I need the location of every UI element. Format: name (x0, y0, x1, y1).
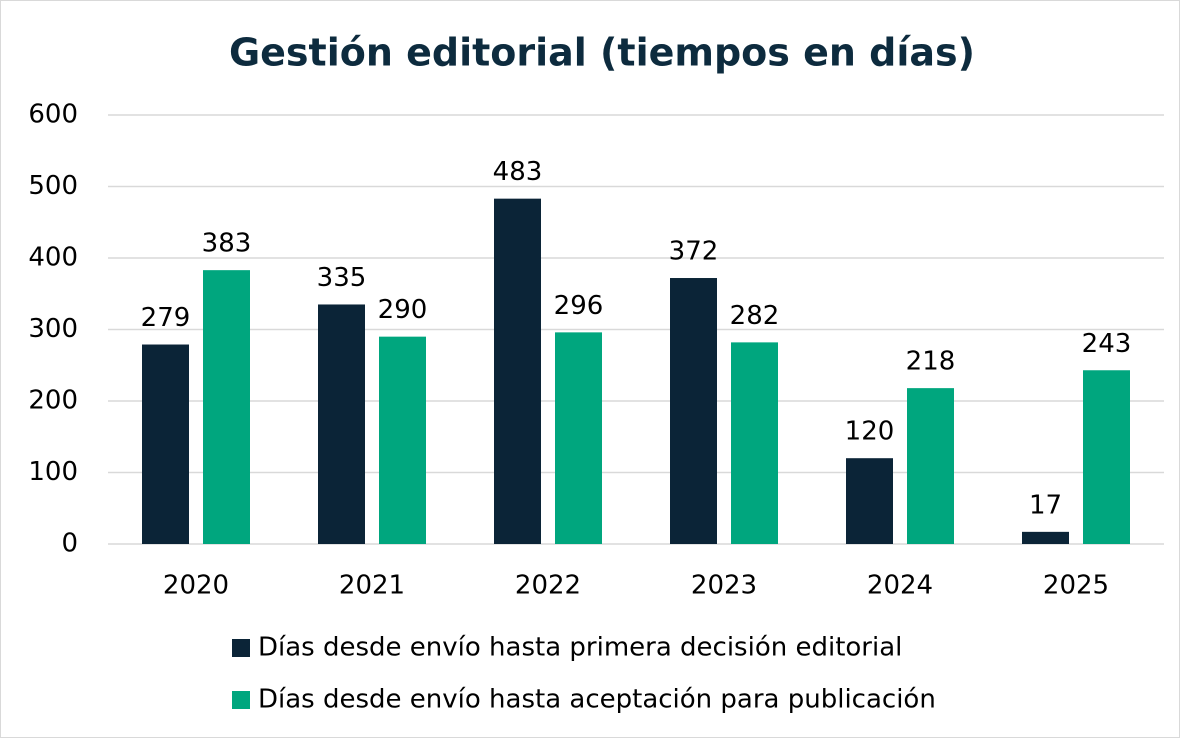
data-label: 120 (845, 417, 895, 447)
bar (1022, 531, 1069, 544)
y-tick-label: 200 (28, 386, 78, 416)
x-tick-label: 2024 (867, 571, 933, 601)
legend-label: Días desde envío hasta aceptación para p… (258, 685, 936, 715)
bar (318, 304, 365, 544)
data-label: 218 (906, 347, 956, 377)
data-label: 282 (730, 301, 780, 331)
y-tick-label: 100 (28, 457, 78, 487)
data-label: 243 (1082, 329, 1132, 359)
y-tick-label: 500 (28, 171, 78, 201)
data-label: 279 (141, 303, 191, 333)
chart-title: Gestión editorial (tiempos en días) (229, 31, 975, 75)
bar (379, 336, 426, 544)
x-tick-label: 2023 (691, 571, 757, 601)
y-tick-label: 300 (28, 314, 78, 344)
bar (731, 342, 778, 544)
x-tick-label: 2021 (339, 571, 405, 601)
legend-label: Días desde envío hasta primera decisión … (258, 633, 902, 663)
legend-swatch (232, 691, 250, 709)
y-tick-label: 0 (61, 529, 78, 559)
bar (1083, 370, 1130, 544)
data-label: 335 (317, 263, 367, 293)
bar (555, 332, 602, 544)
data-label: 296 (554, 291, 604, 321)
x-tick-label: 2022 (515, 571, 581, 601)
bar (494, 198, 541, 544)
data-label: 17 (1029, 490, 1062, 520)
bar (142, 344, 189, 544)
bar (846, 458, 893, 544)
legend-swatch (232, 639, 250, 657)
x-tick-label: 2025 (1043, 571, 1109, 601)
data-label: 383 (202, 229, 252, 259)
bar (907, 388, 954, 544)
y-tick-label: 600 (28, 100, 78, 130)
bar (670, 278, 717, 544)
data-label: 483 (493, 157, 543, 187)
bar (203, 270, 250, 544)
y-tick-label: 400 (28, 243, 78, 273)
data-label: 290 (378, 295, 428, 325)
x-tick-label: 2020 (163, 571, 229, 601)
data-label: 372 (669, 237, 719, 267)
